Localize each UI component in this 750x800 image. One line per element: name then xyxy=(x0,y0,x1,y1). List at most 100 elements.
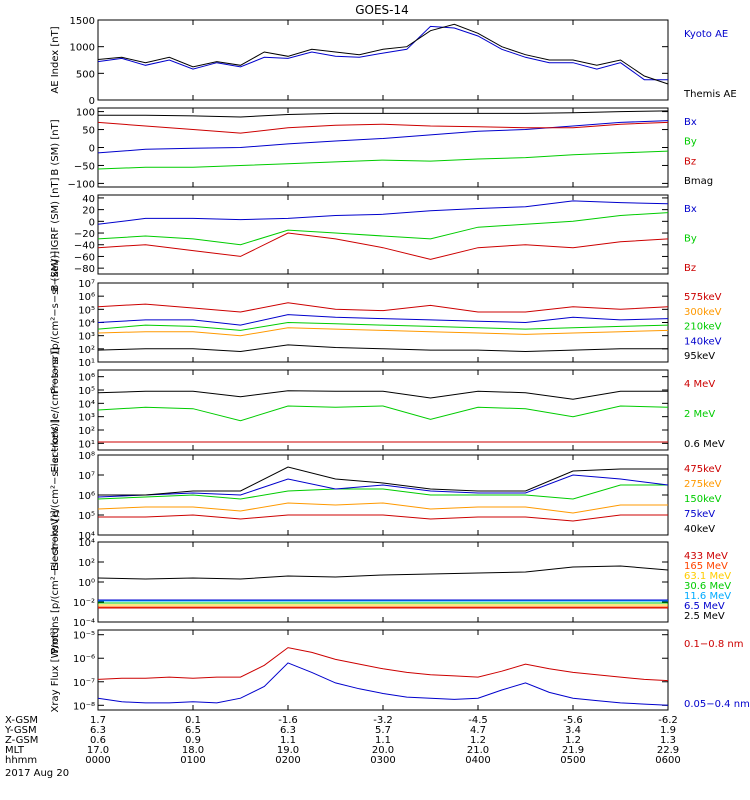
legend-entry: Bz xyxy=(684,156,696,167)
legend-entry: 300keV xyxy=(684,307,722,318)
panel-4: 10¹ 10² 10³ 10⁴ 10⁵ 10⁶ Electrons [e/(cm²−s−sr… xyxy=(50,347,725,472)
orbit-cell: 17.0 xyxy=(87,745,109,756)
y-tick-label: −100 xyxy=(68,179,95,190)
legend-entry: 75keV xyxy=(684,509,715,520)
y-tick-label: 10⁰ xyxy=(78,578,95,589)
y-axis-label: AE Index [nT] xyxy=(50,26,61,93)
legend-entry: 475keV xyxy=(684,464,722,475)
legend-entry: Bx xyxy=(684,204,697,215)
panel-frame xyxy=(97,19,669,101)
series-line xyxy=(97,314,669,326)
legend-entry: 275keV xyxy=(684,479,722,490)
orbit-cell: 0.1 xyxy=(185,715,201,726)
orbit-cell: 1.1 xyxy=(375,735,391,746)
y-tick-label: 10⁻⁷ xyxy=(73,678,95,689)
y-tick-label: 0 xyxy=(89,217,95,228)
y-tick-label: 500 xyxy=(76,69,95,80)
legend-entry: 433 MeV xyxy=(684,551,728,562)
y-tick-label: −60 xyxy=(74,252,95,263)
legend-entry: Bmag xyxy=(684,176,713,187)
orbit-cell: 22.9 xyxy=(657,745,679,756)
orbit-cell: -1.6 xyxy=(278,715,298,726)
series-line xyxy=(97,502,668,514)
orbit-cell: 19.0 xyxy=(277,745,299,756)
legend-entry: 30.6 MeV xyxy=(684,581,731,592)
orbit-cell: 21.9 xyxy=(562,745,584,756)
series-line xyxy=(97,232,669,260)
y-tick-label: 20 xyxy=(82,206,95,217)
orbit-row-label: Y-GSM xyxy=(4,725,37,736)
y-axis-label: Protons [p/(cm²−s−sr−keV)] xyxy=(50,251,61,394)
legend-entry: 11.6 MeV xyxy=(684,591,731,602)
series-line xyxy=(97,25,668,81)
y-tick-label: 10⁵ xyxy=(78,305,95,316)
series-line xyxy=(97,484,668,500)
y-tick-label: 10⁶ xyxy=(78,491,95,502)
panel-6: 10⁻⁴ 10⁻² 10⁰ 10² 10⁴ Protons [p/(cm²−s−sr−ke… xyxy=(50,510,731,653)
legend-entry: Bx xyxy=(684,117,697,128)
series-line xyxy=(98,514,668,522)
series-line xyxy=(97,662,669,706)
y-axis-label: B (SM)−IGRF (SM) [nT] xyxy=(50,177,61,291)
panel-5: 10⁴ 10⁵ 10⁶ 10⁷ 10⁸ Electrons [e/(cm²−s−sr−ke… xyxy=(50,419,722,571)
series-line xyxy=(97,344,668,353)
y-tick-label: 10⁶ xyxy=(78,373,95,384)
y-axis-label: B (SM) [nT] xyxy=(50,119,61,175)
legend-entry: 95keV xyxy=(684,351,715,362)
legend-entry: 150keV xyxy=(684,494,722,505)
panel-0: 0 500 1000 1500 AE Index [nT] Kyoto AE Themis … xyxy=(50,16,737,107)
legend-entry: 4 MeV xyxy=(684,379,715,390)
orbit-cell: 1.1 xyxy=(280,735,296,746)
y-axis-label: Electrons [e/(cm²−s−sr)] xyxy=(50,347,61,472)
series-line xyxy=(97,321,669,331)
y-tick-label: 10³ xyxy=(78,332,95,343)
legend-entry: By xyxy=(684,234,697,245)
legend-entry: 140keV xyxy=(684,336,722,347)
orbit-cell: 1.2 xyxy=(565,735,581,746)
orbit-cell: -4.5 xyxy=(468,715,488,726)
series-line xyxy=(97,200,669,225)
orbit-cell: 1.7 xyxy=(90,715,106,726)
date-label: 2017 Aug 20 xyxy=(5,768,69,779)
y-tick-label: 10⁷ xyxy=(78,471,95,482)
orbit-cell: 0300 xyxy=(370,755,395,766)
orbit-cell: 6.5 xyxy=(185,725,201,736)
orbit-table: X-GSM 1.7 0.1 -1.6 -3.2 -4.5 -5.6 -6.2 Y-GSM 6.3 6… xyxy=(4,715,681,766)
legend-entry: 6.5 MeV xyxy=(684,601,725,612)
y-tick-label: 10¹ xyxy=(78,358,95,369)
orbit-cell: 5.7 xyxy=(375,725,391,736)
legend-entry: 40keV xyxy=(684,524,715,535)
series-line xyxy=(97,327,669,337)
legend-entry: 0.05−0.4 nm xyxy=(684,699,750,710)
orbit-cell: 6.3 xyxy=(280,725,296,736)
panel-frame xyxy=(97,107,669,188)
y-tick-label: 10⁻⁸ xyxy=(73,701,95,712)
series-line xyxy=(97,474,669,498)
series-line xyxy=(97,120,669,154)
y-tick-label: 10⁶ xyxy=(78,292,95,303)
orbit-cell: 21.0 xyxy=(467,745,489,756)
y-tick-label: 10⁻⁵ xyxy=(73,631,95,642)
y-tick-label: −20 xyxy=(74,229,95,240)
series-line xyxy=(97,121,669,134)
orbit-cell: -5.6 xyxy=(563,715,583,726)
orbit-row-label: hhmm xyxy=(5,755,37,766)
y-axis-label: Protons [p/(cm²−s−sr−keV)] xyxy=(50,510,61,653)
series-line xyxy=(97,150,669,170)
orbit-cell: -6.2 xyxy=(658,715,678,726)
orbit-cell: 3.4 xyxy=(565,725,581,736)
legend-entry: 0.1−0.8 nm xyxy=(684,639,743,650)
orbit-row-label: MLT xyxy=(5,745,25,756)
orbit-cell: 0500 xyxy=(560,755,585,766)
panel-frame xyxy=(97,541,669,623)
panel-7: 10⁻⁸ 10⁻⁷ 10⁻⁶ 10⁻⁵ Xray Flux [W/m²] 0.1−0.8 … xyxy=(50,627,750,712)
y-tick-label: 0 xyxy=(89,96,95,107)
legend-entry: 0.6 MeV xyxy=(684,439,725,450)
legend-entry: 165 MeV xyxy=(684,561,728,572)
series-line xyxy=(97,405,669,422)
y-tick-label: 10⁻⁶ xyxy=(73,654,95,665)
y-tick-label: 10⁷ xyxy=(78,279,95,290)
orbit-cell: 0100 xyxy=(180,755,205,766)
series-line xyxy=(97,302,669,313)
